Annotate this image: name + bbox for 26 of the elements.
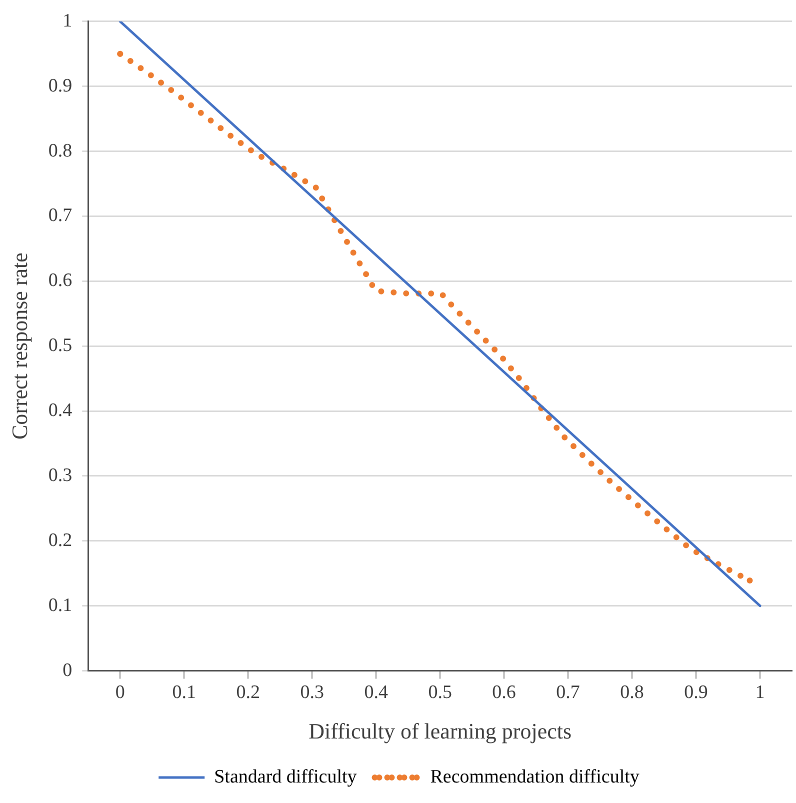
x-tick-label: 0.5 [428, 682, 452, 704]
x-tick-label: 0.3 [300, 682, 324, 704]
y-tick-label: 0.8 [48, 140, 72, 162]
x-tick-label: 0.1 [172, 682, 196, 704]
y-tick-label: 0.7 [48, 205, 72, 226]
y-axis-title: Correct response rate [6, 252, 32, 440]
y-tick-label: 0.6 [48, 270, 72, 292]
y-tick-label: 0.1 [48, 594, 72, 616]
y-tick-label: 0.4 [48, 400, 73, 422]
y-tick-label: 0.5 [48, 335, 72, 356]
x-tick-label: 0.7 [556, 682, 580, 704]
y-tick-label: 0 [62, 660, 72, 681]
x-tick-label: 0.4 [364, 682, 388, 704]
legend-label: Standard difficulty [214, 766, 358, 788]
legend-label: Recommendation difficulty [430, 766, 640, 788]
y-tick-label: 0.9 [48, 75, 72, 96]
y-tick-label: 0.3 [48, 464, 72, 486]
x-tick-label: 0.2 [236, 682, 260, 704]
y-tick-label: 0.2 [48, 530, 72, 551]
x-tick-label: 0 [115, 682, 125, 704]
y-tick-label: 1 [62, 10, 72, 32]
x-axis-title: Difficulty of learning projects [308, 718, 572, 744]
x-tick-label: 1 [755, 682, 765, 704]
x-tick-label: 0.8 [620, 682, 644, 704]
x-tick-label: 0.9 [684, 682, 708, 704]
x-tick-label: 0.6 [492, 682, 516, 704]
